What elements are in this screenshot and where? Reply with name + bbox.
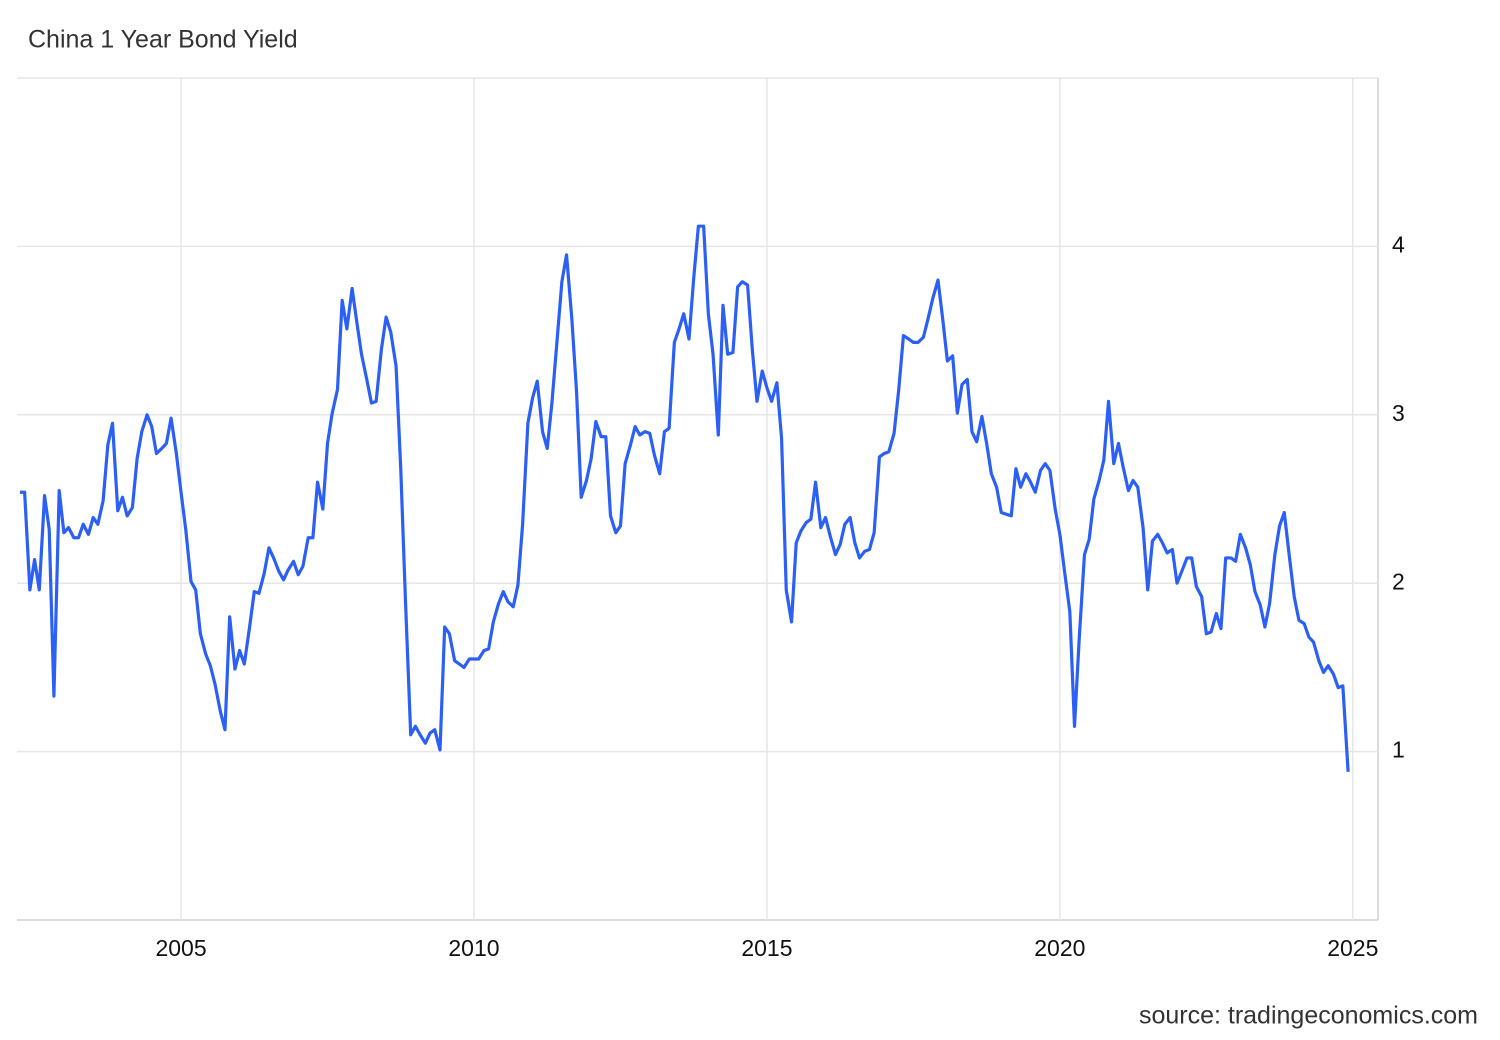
chart-title: China 1 Year Bond Yield xyxy=(28,26,298,54)
y-tick-label: 4 xyxy=(1392,231,1405,257)
y-tick-label: 2 xyxy=(1392,568,1405,594)
x-tick-label: 2015 xyxy=(741,935,792,961)
x-tick-label: 2005 xyxy=(155,935,206,961)
x-tick-label: 2020 xyxy=(1034,935,1085,961)
series-line xyxy=(19,224,1350,772)
y-tick-label: 3 xyxy=(1392,400,1405,426)
x-tick-label: 2025 xyxy=(1327,935,1378,961)
source-note: source: tradingeconomics.com xyxy=(1139,1002,1478,1030)
y-tick-label: 1 xyxy=(1392,737,1405,763)
x-tick-label: 2010 xyxy=(448,935,499,961)
